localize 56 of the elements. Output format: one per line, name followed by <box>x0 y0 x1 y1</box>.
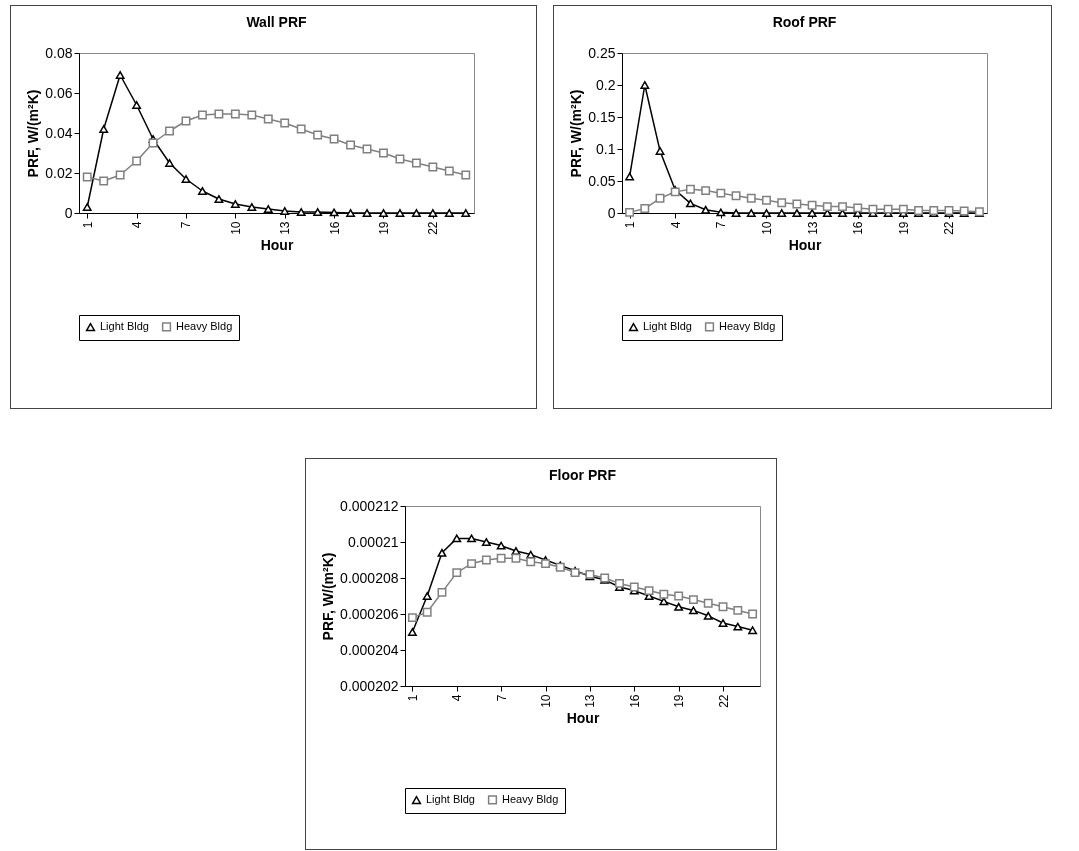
y-axis-title: PRF, W/(m²K) <box>568 89 585 178</box>
y-tick-label: 0.04 <box>45 124 73 141</box>
x-tick-label: 1 <box>623 221 638 229</box>
legend-label: Heavy Bldg <box>502 792 559 805</box>
legend-label: Light Bldg <box>426 793 475 806</box>
y-tick-label: 0.06 <box>45 84 73 101</box>
y-axis-title: PRF, W/(m²K) <box>25 89 42 178</box>
y-tick-label: 0.25 <box>588 44 616 61</box>
y-tick-label: 0 <box>64 204 73 221</box>
x-tick-label: 7 <box>179 221 194 229</box>
x-tick-label: 13 <box>583 694 598 708</box>
x-tick-label: 4 <box>668 221 683 229</box>
x-tick-label: 4 <box>450 694 465 702</box>
y-tick-label: 0.000204 <box>340 641 399 658</box>
x-axis-title: Hour <box>788 236 822 253</box>
x-tick-label: 13 <box>805 221 820 235</box>
chart-title: Floor PRF <box>549 467 617 483</box>
x-tick-label: 22 <box>942 221 957 235</box>
y-tick-label: 0.000202 <box>340 677 399 694</box>
x-tick-label: 10 <box>539 694 554 708</box>
y-tick-label: 0.000208 <box>340 569 399 586</box>
legend-label: Heavy Bldg <box>719 319 776 332</box>
x-tick-label: 16 <box>627 694 642 708</box>
y-tick-label: 0.05 <box>588 172 616 189</box>
x-tick-label: 13 <box>278 221 293 235</box>
x-tick-label: 10 <box>228 221 243 235</box>
y-tick-label: 0.000206 <box>340 605 399 622</box>
x-tick-label: 22 <box>716 694 731 708</box>
chart-title: Wall PRF <box>246 14 308 30</box>
y-tick-label: 0.08 <box>45 44 73 61</box>
y-tick-label: 0.00021 <box>347 533 399 550</box>
y-tick-label: 0.1 <box>596 140 616 157</box>
y-axis-title: PRF, W/(m²K) <box>320 552 337 641</box>
chart-title: Roof PRF <box>772 14 837 30</box>
x-axis-title: Hour <box>260 236 294 253</box>
x-tick-label: 1 <box>405 694 420 702</box>
y-tick-label: 0.2 <box>596 76 616 93</box>
x-tick-label: 4 <box>130 221 145 229</box>
y-tick-label: 0.000212 <box>340 497 399 514</box>
x-tick-label: 7 <box>494 694 509 702</box>
x-tick-label: 19 <box>896 221 911 235</box>
y-tick-label: 0.02 <box>45 164 73 181</box>
x-tick-label: 19 <box>376 221 391 235</box>
x-tick-label: 16 <box>327 221 342 235</box>
legend-label: Light Bldg <box>100 320 149 333</box>
x-tick-label: 19 <box>672 694 687 708</box>
x-tick-label: 10 <box>759 221 774 235</box>
legend-label: Light Bldg <box>643 320 692 333</box>
x-tick-label: 1 <box>80 221 95 229</box>
x-tick-label: 16 <box>851 221 866 235</box>
y-tick-label: 0.15 <box>588 108 616 125</box>
x-tick-label: 22 <box>426 221 441 235</box>
x-tick-label: 7 <box>714 221 729 229</box>
legend-label: Heavy Bldg <box>176 319 233 332</box>
y-tick-label: 0 <box>607 204 616 221</box>
x-axis-title: Hour <box>566 709 600 726</box>
